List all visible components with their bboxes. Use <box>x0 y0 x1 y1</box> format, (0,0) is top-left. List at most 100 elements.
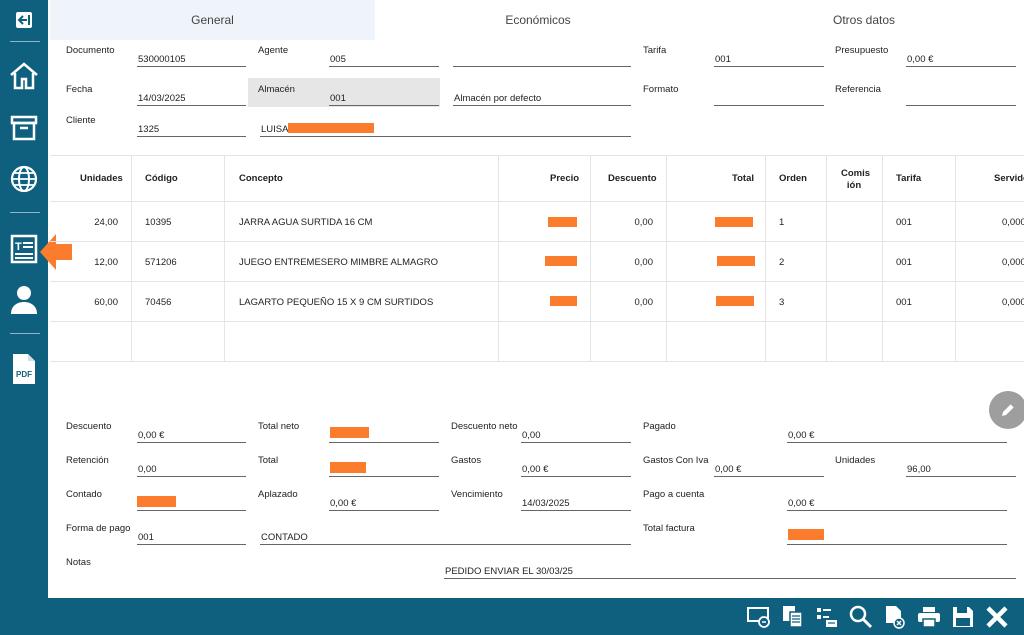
presupuesto-label: Presupuesto <box>835 45 889 56</box>
col-header-servido[interactable]: Servido <box>994 173 1024 184</box>
exit-icon <box>16 12 32 28</box>
list-settings-button[interactable] <box>813 604 841 630</box>
pdf-button[interactable]: PDF <box>0 349 48 389</box>
tarifa-field[interactable]: 001 <box>714 51 824 67</box>
col-header-total[interactable]: Total <box>732 173 754 184</box>
grid-line <box>50 201 1024 202</box>
archive-icon <box>10 115 38 141</box>
grid-line <box>50 361 1024 362</box>
save-button[interactable] <box>949 604 977 630</box>
almacen-desc-field[interactable]: Almacén por defecto <box>453 90 631 106</box>
delete-document-button[interactable] <box>881 604 909 630</box>
retencion-field[interactable]: 0,00 <box>137 461 246 477</box>
copy-document-icon <box>783 606 803 628</box>
grid-line <box>765 155 766 362</box>
exit-button[interactable] <box>0 0 48 40</box>
col-header-descuento[interactable]: Descuento <box>608 173 657 184</box>
pagado-field[interactable]: 0,00 € <box>787 427 1007 443</box>
close-button[interactable] <box>983 604 1011 630</box>
forma-pago-desc-field[interactable]: CONTADO <box>260 529 631 545</box>
almacen-field[interactable]: 001 <box>329 90 439 106</box>
user-button[interactable] <box>0 279 48 319</box>
tab-general[interactable]: General <box>50 0 375 40</box>
col-header-tarifa[interactable]: Tarifa <box>896 173 922 184</box>
search-button[interactable] <box>847 604 875 630</box>
descuento-field[interactable]: 0,00 € <box>137 427 246 443</box>
pago-a-cuenta-field[interactable]: 0,00 € <box>787 495 1007 511</box>
descuento-neto-field[interactable]: 0,00 <box>521 427 631 443</box>
cell-tarifa[interactable]: 001 <box>896 297 912 308</box>
redaction-mark <box>788 529 824 540</box>
cell-servido[interactable]: 0,000 <box>1002 297 1024 308</box>
copy-document-button[interactable] <box>779 604 807 630</box>
contado-field[interactable] <box>137 495 246 511</box>
cell-orden[interactable]: 2 <box>779 257 785 268</box>
tab-otros-datos[interactable]: Otros datos <box>832 13 896 27</box>
cell-codigo[interactable]: 10395 <box>145 217 172 228</box>
fecha-field[interactable]: 14/03/2025 <box>137 90 246 106</box>
col-header-comision[interactable]: Comis ión <box>841 168 870 192</box>
cell-servido[interactable]: 0,000 <box>1002 217 1024 228</box>
cell-descuento[interactable]: 0,00 <box>634 297 654 308</box>
tab-bar: General Económicos Otros datos <box>50 0 1024 40</box>
referencia-field[interactable] <box>906 90 1016 106</box>
cell-concepto[interactable]: JUEGO ENTREMESERO MIMBRE ALMAGRO <box>239 257 438 268</box>
col-header-concepto[interactable]: Concepto <box>239 173 283 184</box>
total-field[interactable] <box>329 461 439 477</box>
formato-field[interactable] <box>714 90 824 106</box>
globe-button[interactable] <box>0 159 48 199</box>
cell-codigo[interactable]: 70456 <box>145 297 172 308</box>
cell-tarifa[interactable]: 001 <box>896 217 912 228</box>
cell-unidades[interactable]: 12,00 <box>94 257 118 268</box>
forma-pago-field[interactable]: 001 <box>137 529 246 545</box>
cell-orden[interactable]: 3 <box>779 297 785 308</box>
agente-field[interactable]: 005 <box>329 51 439 67</box>
almacen-highlight <box>248 78 440 107</box>
cell-descuento[interactable]: 0,00 <box>634 257 654 268</box>
redaction-mark <box>716 296 754 306</box>
unidades-field[interactable]: 96,00 <box>906 461 1016 477</box>
agente-name-field[interactable] <box>453 51 631 67</box>
cell-tarifa[interactable]: 001 <box>896 257 912 268</box>
notas-label: Notas <box>66 557 91 568</box>
col-header-comision-line2: ión <box>846 180 862 191</box>
col-header-orden[interactable]: Orden <box>779 173 807 184</box>
svg-text:PDF: PDF <box>16 370 32 379</box>
retencion-label: Retención <box>66 455 109 466</box>
cell-unidades[interactable]: 60,00 <box>94 297 118 308</box>
grid-line <box>50 155 1024 156</box>
aplazado-field[interactable]: 0,00 € <box>329 495 439 511</box>
documento-field[interactable]: 530000105 <box>137 51 246 67</box>
home-button[interactable] <box>0 56 48 96</box>
vencimiento-field[interactable]: 14/03/2025 <box>521 495 631 511</box>
sidebar-divider <box>10 212 40 213</box>
edit-button[interactable] <box>989 391 1024 429</box>
print-button[interactable] <box>915 604 943 630</box>
col-header-codigo[interactable]: Código <box>145 173 178 184</box>
screen-button[interactable] <box>745 604 773 630</box>
col-header-precio[interactable]: Precio <box>550 173 580 184</box>
total-neto-field[interactable] <box>329 427 439 443</box>
presupuesto-field[interactable]: 0,00 € <box>906 51 1016 67</box>
gastos-con-iva-field[interactable]: 0,00 € <box>714 461 824 477</box>
cell-orden[interactable]: 1 <box>779 217 785 228</box>
lines-table: Unidades Código Concepto Precio Descuent… <box>50 155 1024 362</box>
col-header-unidades[interactable]: Unidades <box>80 173 123 184</box>
cell-concepto[interactable]: LAGARTO PEQUEÑO 15 X 9 CM SURTIDOS <box>239 297 434 308</box>
cell-descuento[interactable]: 0,00 <box>634 217 654 228</box>
cliente-field[interactable]: 1325 <box>137 121 246 137</box>
gastos-field[interactable]: 0,00 € <box>521 461 631 477</box>
home-icon <box>10 62 38 90</box>
notas-field[interactable]: PEDIDO ENVIAR EL 30/03/25 <box>444 563 1016 579</box>
grid-line <box>826 155 827 362</box>
cliente-name-field[interactable]: LUISA <box>260 121 631 137</box>
cell-concepto[interactable]: JARRA AGUA SURTIDA 16 CM <box>239 217 373 228</box>
cell-unidades[interactable]: 24,00 <box>94 217 118 228</box>
archive-button[interactable] <box>0 108 48 148</box>
total-factura-field[interactable] <box>787 529 1007 545</box>
print-icon <box>918 607 940 628</box>
cell-codigo[interactable]: 571206 <box>145 257 177 268</box>
document-text-button[interactable]: T <box>0 229 48 269</box>
cell-servido[interactable]: 0,000 <box>1002 257 1024 268</box>
tab-economicos[interactable]: Económicos <box>505 13 571 27</box>
